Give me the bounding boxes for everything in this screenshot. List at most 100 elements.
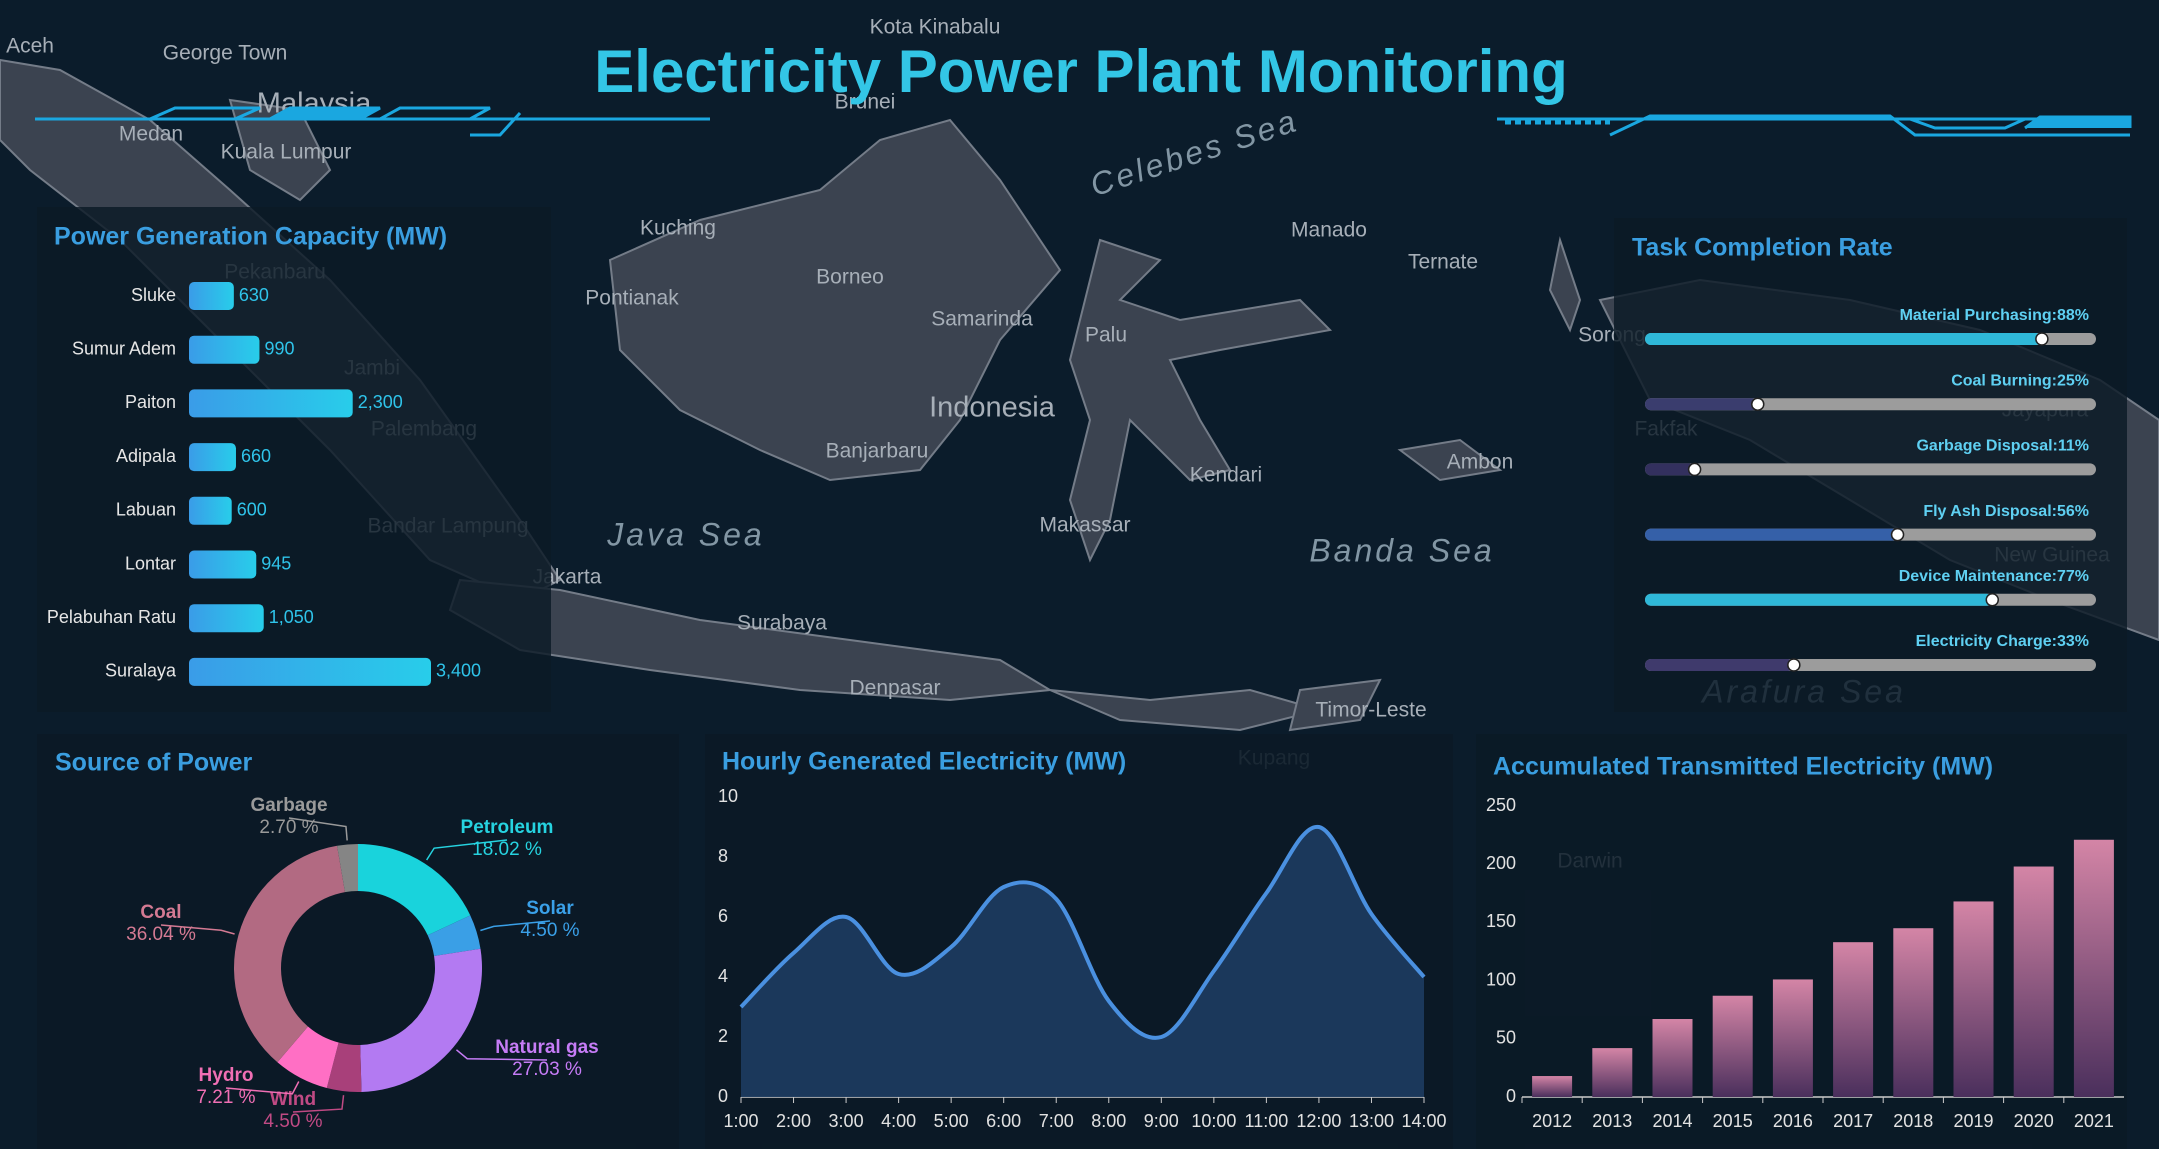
- progress-knob: [1787, 658, 1801, 672]
- y-tick-label: 0: [1506, 1086, 1516, 1106]
- slice-value: 2.70 %: [259, 817, 318, 838]
- y-tick-label: 2: [718, 1026, 728, 1046]
- pie-slice: [277, 1026, 339, 1089]
- map-label: Makassar: [1039, 514, 1130, 537]
- x-tick-label: 5:00: [934, 1111, 969, 1131]
- task-label: Device Maintenance:77%: [1899, 568, 2089, 585]
- x-tick-label: 6:00: [986, 1111, 1021, 1131]
- category-label: Sluke: [131, 285, 176, 305]
- progress-knob: [1687, 462, 1702, 477]
- slice-label: Solar: [526, 898, 574, 919]
- x-tick-label: 12:00: [1296, 1111, 1341, 1131]
- bar: [1532, 1076, 1573, 1097]
- x-tick-label: 13:00: [1349, 1111, 1394, 1131]
- task-label: Material Purchasing:88%: [1900, 307, 2089, 324]
- slice-value: 4.50 %: [263, 1111, 322, 1132]
- slice-value: 36.04 %: [126, 924, 196, 945]
- value-label: 3,400: [436, 661, 481, 681]
- bar: [189, 496, 232, 525]
- task-label: Coal Burning:25%: [1951, 372, 2089, 389]
- task-label: Fly Ash Disposal:56%: [1923, 503, 2089, 520]
- bar: [1592, 1048, 1633, 1097]
- bar: [189, 335, 260, 364]
- bar: [1953, 901, 1994, 1097]
- progress-knob: [1890, 527, 1905, 542]
- y-tick-label: 6: [718, 906, 728, 926]
- map-label: Borneo: [816, 266, 884, 289]
- pie-slice: [358, 844, 471, 936]
- map-label: Kendari: [1190, 464, 1262, 487]
- y-tick-label: 10: [718, 786, 738, 806]
- value-label: 1,050: [269, 607, 314, 627]
- map-label: Java Sea: [606, 516, 764, 552]
- map-label: Banda Sea: [1309, 532, 1494, 568]
- y-tick-label: 250: [1486, 795, 1516, 815]
- line: [739, 824, 1426, 1040]
- pie-slice: [326, 1042, 362, 1092]
- map-label: Manado: [1291, 219, 1367, 242]
- panel-title: Source of Power: [55, 749, 253, 777]
- task-label: Garbage Disposal:11%: [1916, 438, 2089, 455]
- value-label: 2,300: [358, 392, 403, 412]
- progress-knob: [1985, 593, 2000, 607]
- pie-slice: [337, 844, 358, 893]
- bar: [1772, 979, 1813, 1097]
- x-tick-label: 3:00: [829, 1111, 864, 1131]
- map-label: Timor-Leste: [1315, 699, 1426, 722]
- map-label: Kuala Lumpur: [221, 141, 352, 164]
- value-label: 630: [239, 285, 269, 305]
- leader-line: [225, 1081, 300, 1095]
- y-tick-label: 8: [718, 846, 728, 866]
- value-label: 990: [264, 338, 294, 358]
- bar: [189, 389, 353, 418]
- map-label: Pontianak: [585, 287, 679, 310]
- x-tick-label: 2021: [2074, 1111, 2114, 1131]
- bar: [2013, 866, 2054, 1097]
- y-tick-label: 50: [1496, 1028, 1516, 1048]
- map-label: Aceh: [6, 35, 54, 58]
- y-tick-label: 200: [1486, 853, 1516, 873]
- x-tick-label: 4:00: [881, 1111, 916, 1131]
- bar: [189, 282, 234, 310]
- bar: [189, 550, 257, 579]
- progress-track: [1645, 463, 2096, 476]
- category-label: Sumur Adem: [72, 338, 176, 358]
- bar: [189, 443, 236, 472]
- map-label: George Town: [163, 42, 288, 65]
- map-label: Indonesia: [929, 392, 1056, 424]
- x-tick-label: 2017: [1833, 1111, 1873, 1131]
- leader-line: [292, 1095, 345, 1113]
- x-tick-label: 2016: [1773, 1111, 1813, 1131]
- map-label: Denpasar: [849, 677, 940, 700]
- x-tick-label: 2:00: [776, 1111, 811, 1131]
- pie-slice: [234, 845, 345, 1063]
- value-label: 600: [237, 500, 267, 520]
- leader-line: [160, 924, 235, 935]
- progress-knob: [2035, 332, 2049, 346]
- leader-line: [426, 839, 508, 861]
- x-tick-label: 2020: [2014, 1111, 2054, 1131]
- x-tick-label: 10:00: [1191, 1111, 1236, 1131]
- task-label: Electricity Charge:33%: [1916, 633, 2089, 650]
- map-label: Palu: [1085, 324, 1127, 347]
- value-label: 945: [261, 553, 291, 573]
- x-tick-label: 7:00: [1039, 1111, 1074, 1131]
- bar: [1652, 1019, 1693, 1097]
- x-tick-label: 2015: [1713, 1111, 1753, 1131]
- slice-label: Petroleum: [461, 817, 554, 838]
- map-label: Surabaya: [737, 612, 827, 635]
- category-label: Adipala: [116, 446, 177, 466]
- y-tick-label: 100: [1486, 969, 1516, 989]
- slice-value: 7.21 %: [196, 1087, 255, 1108]
- map-label: Brunei: [835, 91, 896, 114]
- pie-slice: [360, 948, 482, 1092]
- pie-slice: [427, 915, 481, 957]
- progress-knob: [1751, 397, 1765, 411]
- y-tick-label: 4: [718, 966, 728, 986]
- slice-label: Coal: [140, 902, 181, 923]
- map-label: Samarinda: [931, 308, 1033, 331]
- x-tick-label: 2012: [1532, 1111, 1572, 1131]
- leader-line: [288, 817, 348, 841]
- leader-line: [480, 920, 551, 932]
- bar: [1712, 995, 1753, 1097]
